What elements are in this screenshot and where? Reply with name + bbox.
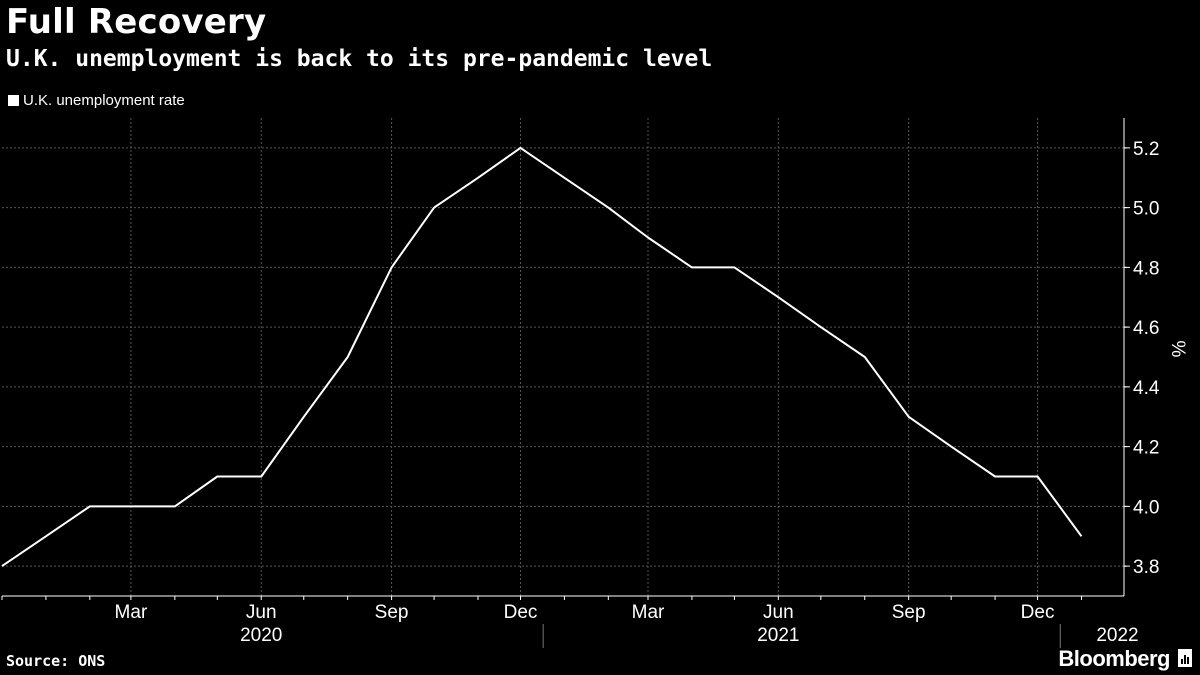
x-year-label: 2022 — [1096, 625, 1138, 646]
x-tick-label: Sep — [892, 602, 926, 623]
x-tick-label: Sep — [375, 602, 409, 623]
x-tick-label: Mar — [632, 602, 665, 623]
x-tick-label: Mar — [115, 602, 148, 623]
chart-title: Full Recovery — [6, 2, 267, 42]
y-axis-label: % — [1167, 341, 1188, 358]
legend: U.K. unemployment rate — [8, 92, 185, 109]
legend-label: U.K. unemployment rate — [23, 92, 185, 109]
x-tick-label: Jun — [246, 602, 277, 623]
y-tick-label: 4.4 — [1133, 378, 1160, 399]
source-note: Source: ONS — [6, 652, 106, 670]
chart-subtitle: U.K. unemployment is back to its pre-pan… — [6, 46, 713, 72]
x-tick-label: Dec — [504, 602, 538, 623]
legend-swatch — [8, 95, 19, 106]
y-tick-label: 4.0 — [1133, 497, 1159, 518]
y-tick-label: 4.8 — [1133, 258, 1159, 279]
x-year-label: 2021 — [757, 625, 799, 646]
bloomberg-chart-icon — [1178, 649, 1192, 667]
x-tick-label: Dec — [1021, 602, 1055, 623]
y-tick-label: 3.8 — [1133, 557, 1159, 578]
y-tick-label: 4.2 — [1133, 438, 1159, 459]
x-year-label: 2020 — [240, 625, 282, 646]
y-tick-label: 5.0 — [1133, 199, 1159, 220]
series-line — [1, 146, 1083, 567]
y-tick-label: 4.6 — [1133, 318, 1159, 339]
brand-logo: Bloomberg — [1058, 646, 1170, 671]
y-tick-label: 5.2 — [1133, 139, 1159, 160]
x-tick-label: Jun — [763, 602, 794, 623]
